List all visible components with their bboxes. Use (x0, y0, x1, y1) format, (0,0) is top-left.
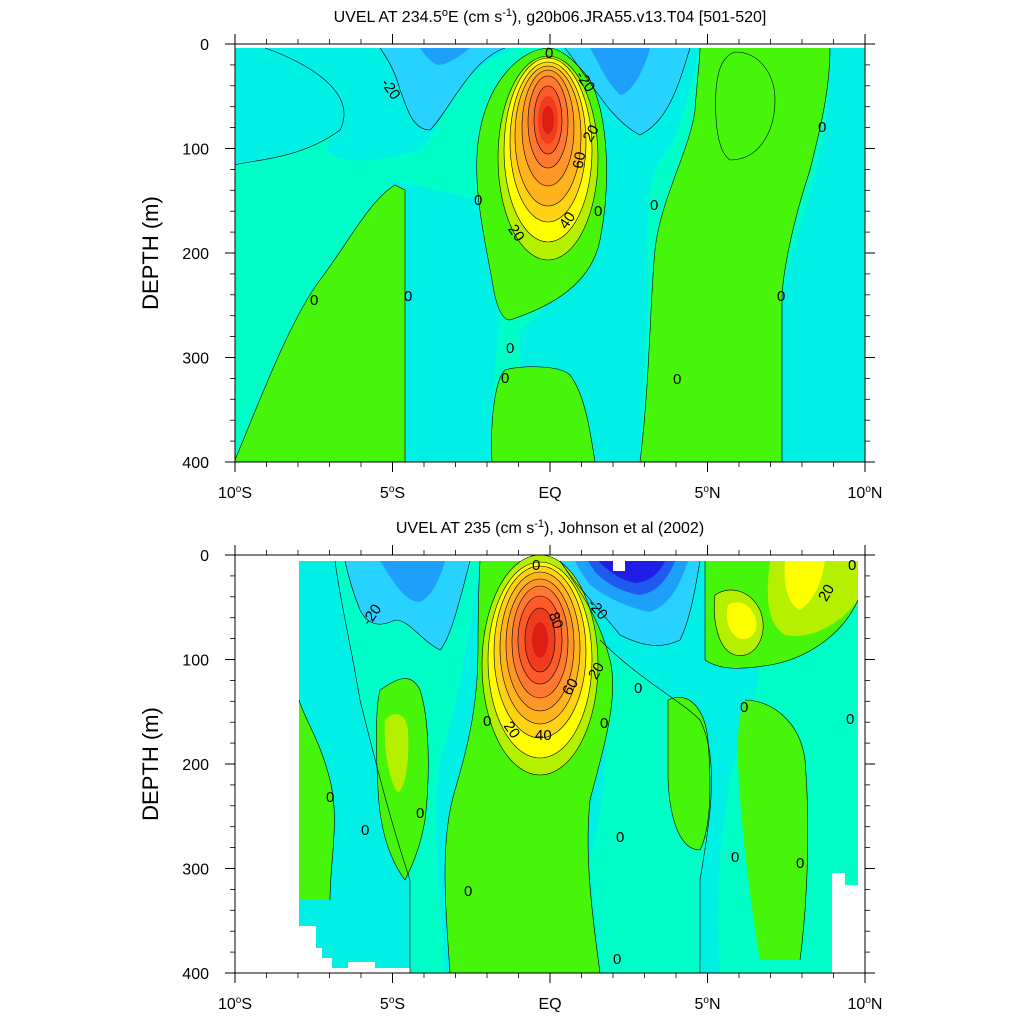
x-tick-label: EQ (538, 996, 561, 1013)
contour-label: 0 (731, 849, 739, 866)
contour-label: 0 (613, 951, 621, 968)
region-east-m20 (565, 48, 690, 135)
contour-label: 40 (556, 209, 579, 232)
contour-label: 0 (594, 203, 602, 220)
contour-label: 40 (535, 727, 552, 744)
contour-label: 0 (740, 699, 748, 716)
y-tick-label: 100 (182, 653, 209, 670)
x-tick-label: 5oS (380, 484, 405, 502)
region-west-m30 (380, 561, 445, 602)
panel-top-contour-lines (235, 47, 831, 462)
contour-label: 0 (310, 292, 318, 309)
panel-top-ylabel: DEPTH (m) (138, 196, 163, 310)
x-tick-label: EQ (538, 485, 561, 502)
contour-label: 20 (580, 122, 603, 145)
y-tick-label: 200 (182, 757, 209, 774)
y-tick-label: 400 (182, 455, 209, 472)
region-west-m20 (380, 48, 505, 130)
contour-label: 20 (500, 718, 523, 741)
region-missing-gap (613, 561, 625, 571)
contour-label: 60 (570, 151, 590, 170)
contour-label: 0 (846, 711, 854, 728)
contour-label: 20 (585, 659, 608, 682)
region-west-p20 (384, 714, 409, 792)
y-tick-label: 100 (182, 142, 209, 159)
x-tick-label: 10oN (848, 995, 883, 1013)
contour-label: 0 (650, 197, 658, 214)
contour-label: 0 (848, 557, 856, 574)
panel-bottom-ylabel: DEPTH (m) (138, 707, 163, 821)
y-tick-label: 0 (200, 548, 209, 565)
jet-core-100 (542, 106, 554, 134)
panel-bottom-plot: -20 -20 80 60 40 20 20 20 0 0 0 0 0 0 0 … (182, 545, 882, 1013)
contour-label: 0 (818, 119, 826, 136)
contour-label: 0 (474, 192, 482, 209)
panel-bottom-title: UVEL AT 235 (cm s-1), Johnson et al (200… (396, 518, 704, 537)
region-east-p30 (784, 561, 825, 610)
region-east-column-positive-2 (737, 700, 808, 960)
contour-label: 0 (404, 288, 412, 305)
region-bottom-center-positive (491, 366, 595, 462)
contour-label: 0 (616, 829, 624, 846)
contour-label: 20 (815, 581, 838, 604)
region-east-positive (640, 48, 830, 462)
region-west-m20 (345, 561, 470, 650)
contour-label: 0 (464, 883, 472, 900)
panel-top-title: UVEL AT 234.5oE (cm s-1), g20b06.JRA55.v… (334, 7, 767, 26)
contour-label: 60 (559, 675, 582, 698)
y-tick-label: 300 (182, 351, 209, 368)
contour-label: 0 (777, 288, 785, 305)
panel-bottom: UVEL AT 235 (cm s-1), Johnson et al (200… (138, 518, 882, 1013)
y-tick-label: 400 (182, 966, 209, 983)
contour-label: 80 (545, 610, 567, 631)
contour-label: 0 (600, 715, 608, 732)
contour-label: 0 (506, 340, 514, 357)
contour-label: 0 (532, 557, 540, 574)
region-surface-gap (235, 44, 865, 48)
y-tick-label: 300 (182, 862, 209, 879)
panel-bottom-contours (298, 555, 859, 973)
region-east-p20 (715, 52, 775, 160)
y-tick-label: 0 (200, 37, 209, 54)
contour-label: 0 (416, 805, 424, 822)
panel-top: UVEL AT 234.5oE (cm s-1), g20b06.JRA55.v… (138, 7, 882, 502)
jet-core-100 (532, 622, 548, 658)
contour-label: 0 (634, 680, 642, 697)
contour-label: 0 (361, 822, 369, 839)
x-tick-label: 5oN (694, 995, 720, 1013)
contour-label: 20 (504, 221, 527, 244)
region-east-p30-2 (726, 602, 757, 640)
region-center-column-negative (390, 180, 500, 462)
region-west-positive (299, 700, 335, 900)
region-far-east-negative (782, 48, 865, 462)
x-tick-label: 10oS (218, 995, 252, 1013)
panel-bottom-contour-lines (298, 555, 859, 973)
x-tick-label: 5oS (380, 995, 405, 1013)
region-southwest-positive (235, 185, 405, 462)
x-tick-label: 10oS (218, 484, 252, 502)
panel-top-contours (235, 44, 865, 462)
x-tick-label: 5oN (694, 484, 720, 502)
region-west-m30 (420, 48, 470, 65)
contour-label: 0 (796, 855, 804, 872)
panel-top-plot: -20 -20 20 60 40 20 0 0 0 0 0 0 0 0 0 0 … (182, 34, 882, 502)
contour-label: 0 (673, 371, 681, 388)
contour-label: 0 (545, 45, 553, 62)
region-west-negative-2 (235, 48, 344, 165)
region-east-negative (520, 48, 700, 462)
y-tick-label: 200 (182, 246, 209, 263)
contour-label: 0 (483, 713, 491, 730)
region-east-m30 (590, 48, 650, 95)
contour-label: 0 (501, 370, 509, 387)
contour-label: 0 (326, 789, 334, 806)
x-tick-label: 10oN (848, 484, 883, 502)
region-east-column-positive (668, 697, 710, 850)
